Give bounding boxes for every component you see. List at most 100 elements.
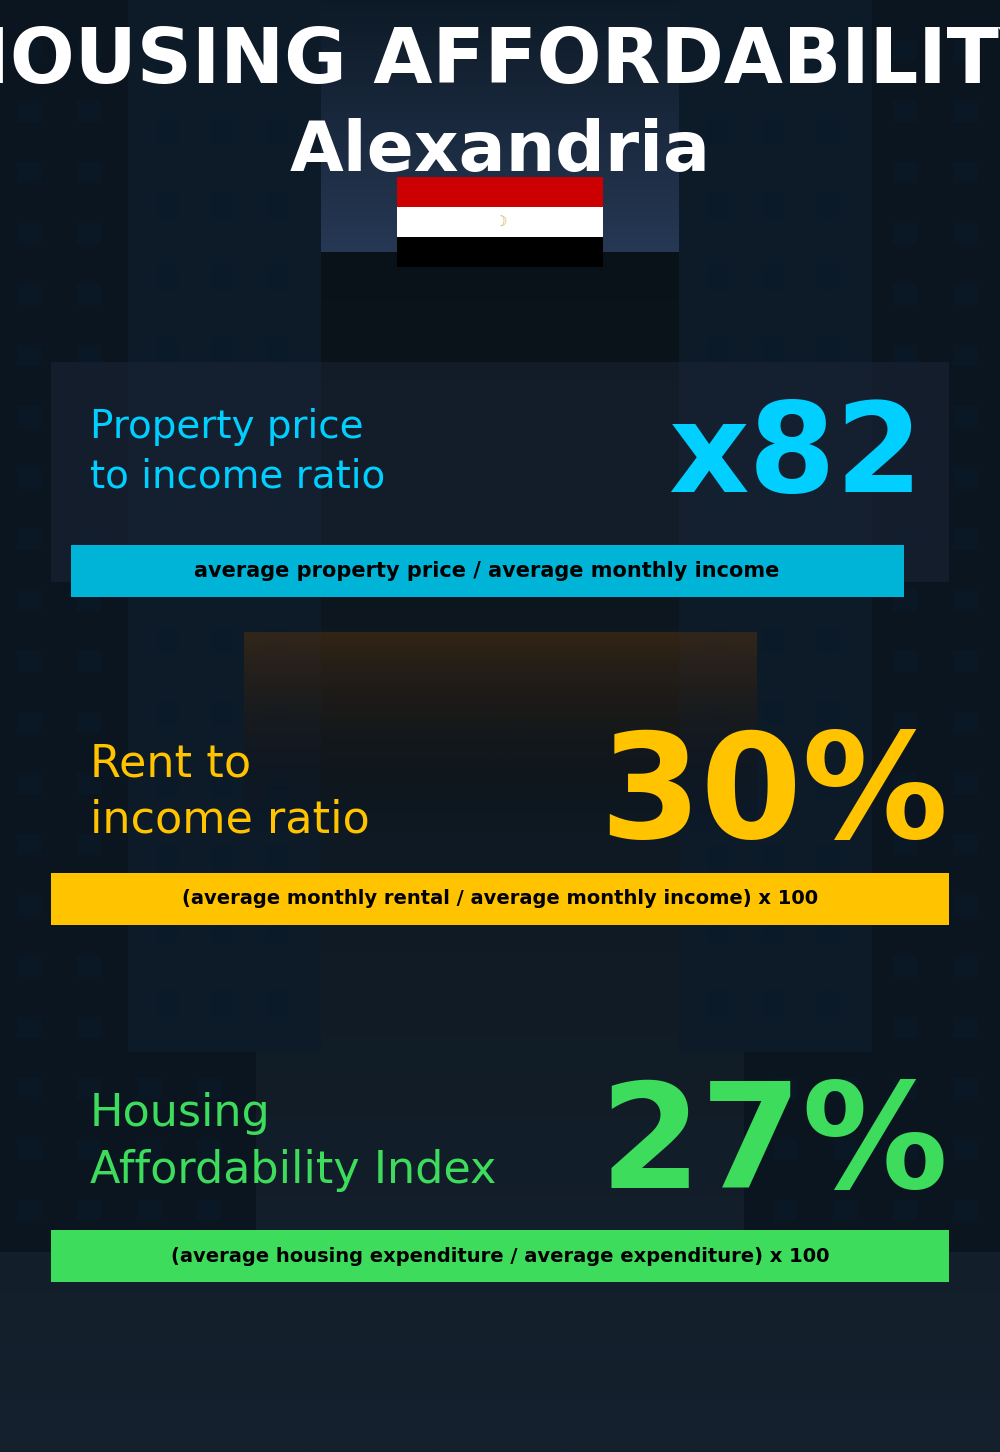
Bar: [211, 337, 233, 363]
Bar: [77, 407, 101, 427]
Bar: [833, 1201, 857, 1221]
Bar: [762, 845, 784, 871]
Bar: [197, 590, 221, 611]
Bar: [707, 555, 729, 581]
Bar: [817, 337, 839, 363]
Bar: [197, 955, 221, 977]
Bar: [774, 161, 797, 183]
Bar: [197, 224, 221, 244]
Bar: [266, 555, 288, 581]
Bar: [197, 1138, 221, 1160]
Bar: [953, 894, 977, 916]
Bar: [0, 0, 256, 1252]
Bar: [211, 119, 233, 145]
Bar: [77, 711, 101, 733]
Bar: [17, 833, 41, 855]
Bar: [893, 650, 917, 672]
Bar: [197, 1201, 221, 1221]
Bar: [953, 285, 977, 305]
Bar: [833, 468, 857, 488]
Bar: [833, 285, 857, 305]
Bar: [77, 1201, 101, 1221]
Bar: [197, 1016, 221, 1038]
Bar: [762, 192, 784, 218]
Bar: [17, 772, 41, 794]
Bar: [266, 990, 288, 1016]
Bar: [17, 407, 41, 427]
Bar: [893, 1077, 917, 1099]
Bar: [774, 955, 797, 977]
Bar: [774, 711, 797, 733]
Bar: [762, 700, 784, 726]
Bar: [893, 711, 917, 733]
Bar: [266, 482, 288, 508]
Bar: [266, 627, 288, 653]
Bar: [137, 100, 161, 122]
Bar: [762, 627, 784, 653]
Bar: [17, 285, 41, 305]
Bar: [156, 627, 178, 653]
Bar: [893, 1016, 917, 1038]
Bar: [77, 468, 101, 488]
Bar: [137, 711, 161, 733]
Bar: [266, 409, 288, 436]
Bar: [197, 650, 221, 672]
Text: 27%: 27%: [600, 1076, 949, 1217]
Bar: [137, 1201, 161, 1221]
Bar: [833, 711, 857, 733]
Bar: [211, 409, 233, 436]
Bar: [817, 700, 839, 726]
Bar: [397, 237, 603, 267]
Bar: [137, 346, 161, 366]
Bar: [774, 1138, 797, 1160]
Bar: [77, 285, 101, 305]
Bar: [953, 468, 977, 488]
Bar: [17, 346, 41, 366]
Bar: [17, 1201, 41, 1221]
Bar: [833, 100, 857, 122]
Bar: [197, 407, 221, 427]
Bar: [762, 409, 784, 436]
Bar: [77, 1077, 101, 1099]
Bar: [953, 650, 977, 672]
Bar: [833, 650, 857, 672]
Bar: [77, 1016, 101, 1038]
Bar: [197, 346, 221, 366]
Bar: [707, 482, 729, 508]
Bar: [211, 845, 233, 871]
Bar: [17, 1016, 41, 1038]
Bar: [17, 39, 41, 61]
Bar: [833, 407, 857, 427]
Bar: [156, 337, 178, 363]
Bar: [953, 955, 977, 977]
Bar: [197, 285, 221, 305]
Bar: [17, 1077, 41, 1099]
Bar: [77, 894, 101, 916]
Bar: [17, 161, 41, 183]
Bar: [833, 346, 857, 366]
Bar: [707, 845, 729, 871]
Bar: [893, 346, 917, 366]
Bar: [893, 529, 917, 550]
Bar: [71, 544, 904, 597]
Text: Property price
to income ratio: Property price to income ratio: [90, 408, 385, 497]
Bar: [137, 285, 161, 305]
Bar: [762, 555, 784, 581]
Bar: [156, 700, 178, 726]
Bar: [707, 264, 729, 290]
Bar: [893, 1138, 917, 1160]
Bar: [17, 711, 41, 733]
Bar: [817, 46, 839, 73]
Bar: [77, 161, 101, 183]
Bar: [156, 192, 178, 218]
Bar: [17, 955, 41, 977]
Bar: [137, 1138, 161, 1160]
Bar: [707, 772, 729, 799]
Bar: [156, 918, 178, 944]
Bar: [953, 100, 977, 122]
Bar: [953, 1201, 977, 1221]
Bar: [17, 894, 41, 916]
Bar: [774, 894, 797, 916]
Bar: [762, 772, 784, 799]
Bar: [137, 407, 161, 427]
